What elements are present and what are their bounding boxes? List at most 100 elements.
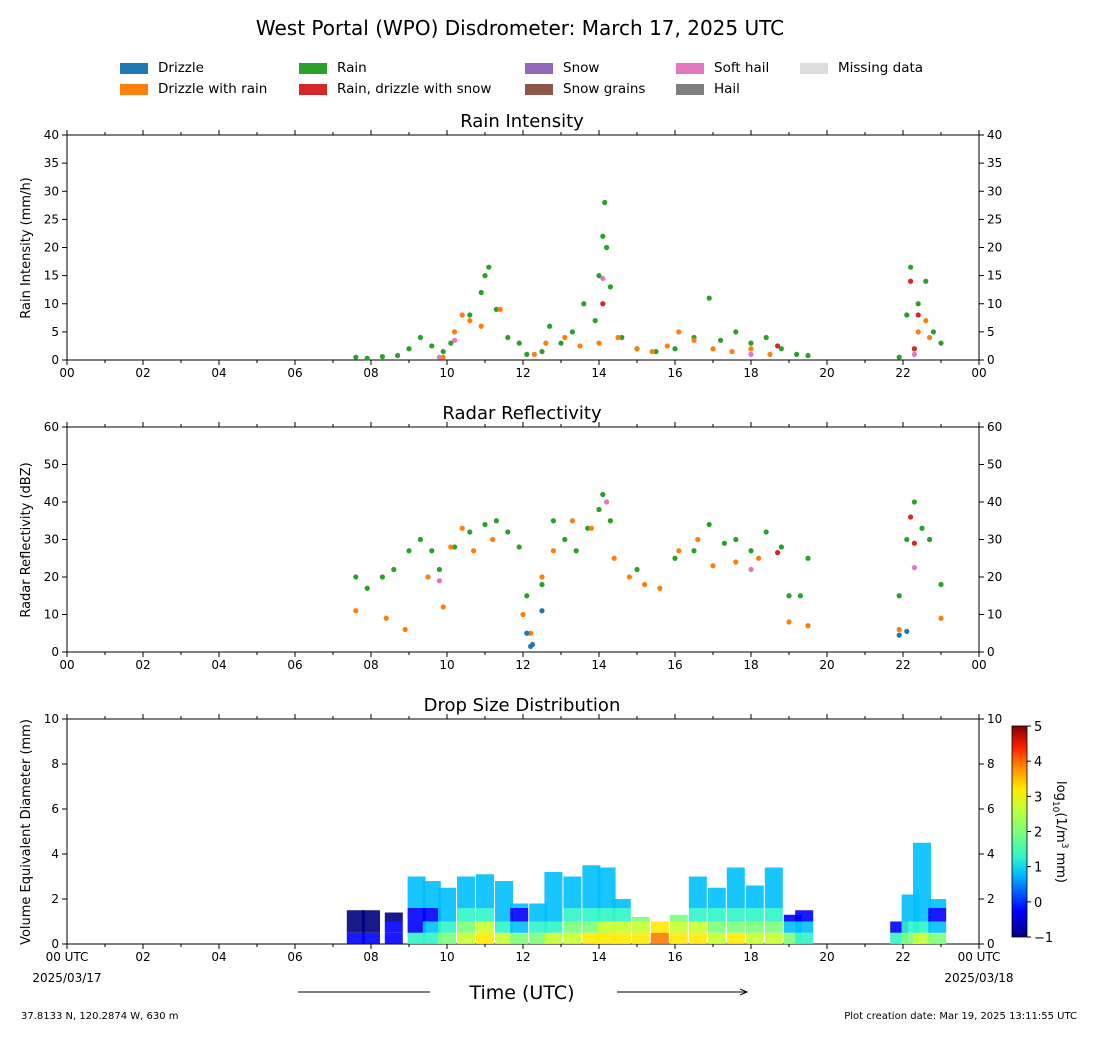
legend-swatch [525, 83, 553, 95]
x-tick-label: 00 [59, 658, 74, 672]
x-tick-label: 12 [515, 658, 530, 672]
data-point [896, 593, 902, 599]
dsd-cell [510, 903, 529, 908]
data-point [923, 318, 929, 324]
data-point [805, 623, 811, 629]
data-point [520, 611, 526, 618]
data-point [493, 306, 499, 312]
data-point [353, 608, 359, 614]
y-tick-label-right: 15 [987, 269, 1002, 283]
dsd-cell [745, 932, 764, 944]
x-tick-label: 00 [971, 366, 986, 380]
data-point [691, 337, 697, 343]
dsd-cell [650, 932, 669, 944]
dsd-cell [438, 932, 456, 944]
data-point [505, 334, 511, 341]
legend-swatch [800, 62, 828, 74]
data-point [775, 343, 781, 349]
dsd-cell [783, 921, 802, 933]
dsd-cell [495, 932, 513, 944]
x-tick-label: 14 [591, 658, 606, 672]
data-point [767, 351, 773, 357]
data-point [794, 351, 800, 357]
dsd-cell [745, 885, 764, 908]
y-tick-label: 2 [51, 892, 59, 906]
data-point [547, 323, 553, 329]
data-point [664, 343, 671, 349]
data-point [493, 518, 499, 524]
data-point [911, 351, 918, 357]
dsd-cell [726, 921, 745, 933]
dsd-cell [913, 921, 931, 933]
legend: Drizzle Drizzle with rain Rain Rain, dri… [112, 56, 962, 102]
dsd-cell [362, 921, 380, 933]
data-point [634, 346, 640, 352]
legend-item-snow-grains: Snow grains [525, 81, 645, 97]
dsd-cell [688, 932, 707, 944]
data-point [406, 346, 412, 352]
plot-frame [66, 426, 980, 653]
x-tick-label: 00 UTC [46, 950, 89, 964]
y-tick-label-right: 0 [987, 353, 995, 367]
legend-label: Snow [563, 60, 600, 76]
data-point [729, 348, 735, 355]
data-point [733, 559, 739, 565]
plot-frame [66, 134, 980, 361]
data-point [452, 329, 458, 335]
x-tick-label: 06 [287, 658, 302, 672]
dsd-cell [707, 921, 726, 933]
y-tick-label-right: 50 [987, 458, 1002, 472]
y-tick-label: 40 [44, 495, 59, 509]
x-tick-label: 08 [363, 366, 378, 380]
x-tick-label: 20 [819, 658, 834, 672]
dsd-cell [457, 921, 475, 933]
y-tick-label-right: 10 [987, 608, 1002, 622]
dsd-cell [457, 932, 475, 944]
dsd-cell [422, 921, 441, 933]
dsd-cell [422, 908, 441, 922]
data-point [353, 574, 359, 580]
dsd-cell [726, 867, 745, 908]
data-point [436, 566, 442, 573]
data-point [672, 346, 678, 352]
dsd-cell [669, 914, 688, 922]
data-point [569, 329, 576, 335]
dsd-cell [407, 908, 426, 922]
y-tick-label-right: 8 [987, 757, 995, 771]
data-point [748, 346, 754, 352]
dsd-cell [438, 887, 456, 908]
time-axis-label: Time (UTC) [468, 982, 574, 1004]
data-point [539, 348, 545, 355]
dsd-cell [913, 908, 931, 922]
dsd-cell [688, 921, 707, 933]
dsd-cell [669, 932, 688, 944]
data-point [429, 548, 435, 554]
legend-swatch [120, 62, 148, 74]
colorbar-label: log10(1/m3 mm) [1050, 781, 1069, 883]
x-tick-label: 10 [439, 366, 454, 380]
x-tick-label: 22 [895, 658, 910, 672]
dsd-cell [384, 912, 403, 922]
dsd-cell [890, 921, 909, 933]
x-tick-label: 00 UTC [958, 950, 1001, 964]
y-tick-label-right: 5 [987, 325, 995, 339]
x-tick-label: 18 [743, 658, 758, 672]
data-point [908, 278, 914, 284]
data-point [417, 334, 423, 341]
data-point [919, 525, 925, 531]
data-point [923, 278, 929, 284]
dsd-cell [407, 921, 426, 933]
dsd-cell [726, 908, 745, 922]
dsd-cell [901, 932, 920, 944]
colorbar-ticks: 5 4 3 2 1 0 −1 [1027, 720, 1053, 946]
data-point [642, 581, 648, 588]
dsd-cell [476, 874, 494, 908]
data-point [805, 352, 811, 359]
y-tick-label: 40 [44, 128, 59, 142]
y-tick-label-right: 40 [987, 495, 1002, 509]
data-point [706, 295, 712, 301]
y-tick-label-right: 20 [987, 570, 1002, 584]
data-point [908, 264, 914, 270]
dsd-cell [707, 908, 726, 922]
